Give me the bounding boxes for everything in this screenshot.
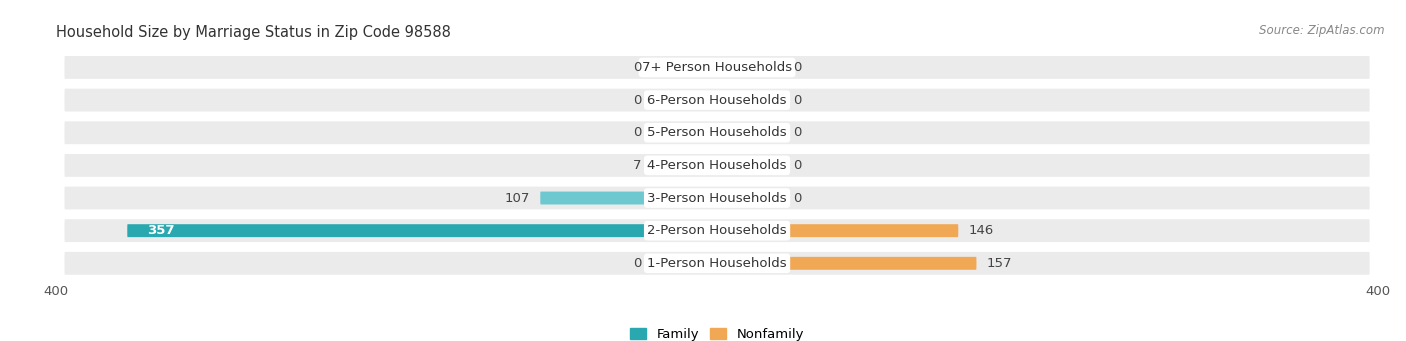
Text: 0: 0 (633, 94, 641, 107)
FancyBboxPatch shape (128, 224, 717, 237)
Text: 5-Person Households: 5-Person Households (647, 126, 787, 139)
Text: 357: 357 (148, 224, 174, 237)
Text: 0: 0 (793, 192, 801, 205)
FancyBboxPatch shape (717, 61, 783, 74)
FancyBboxPatch shape (651, 257, 717, 270)
Text: 0: 0 (633, 126, 641, 139)
Text: 4-Person Households: 4-Person Households (647, 159, 787, 172)
Text: 6-Person Households: 6-Person Households (647, 94, 787, 107)
FancyBboxPatch shape (651, 126, 717, 139)
FancyBboxPatch shape (65, 219, 1369, 242)
FancyBboxPatch shape (717, 126, 783, 139)
FancyBboxPatch shape (65, 56, 1369, 79)
FancyBboxPatch shape (717, 257, 976, 270)
FancyBboxPatch shape (65, 187, 1369, 209)
Text: 7: 7 (633, 159, 641, 172)
FancyBboxPatch shape (717, 192, 783, 205)
Text: 107: 107 (505, 192, 530, 205)
Text: 0: 0 (633, 61, 641, 74)
Text: 0: 0 (793, 159, 801, 172)
Text: Household Size by Marriage Status in Zip Code 98588: Household Size by Marriage Status in Zip… (56, 25, 451, 40)
Text: 1-Person Households: 1-Person Households (647, 257, 787, 270)
FancyBboxPatch shape (65, 121, 1369, 144)
Text: 146: 146 (969, 224, 994, 237)
FancyBboxPatch shape (540, 192, 717, 205)
Text: 0: 0 (633, 257, 641, 270)
FancyBboxPatch shape (65, 89, 1369, 112)
FancyBboxPatch shape (717, 224, 959, 237)
FancyBboxPatch shape (717, 94, 783, 107)
Text: 0: 0 (793, 61, 801, 74)
Legend: Family, Nonfamily: Family, Nonfamily (626, 323, 808, 341)
Text: 157: 157 (987, 257, 1012, 270)
FancyBboxPatch shape (651, 159, 717, 172)
Text: 3-Person Households: 3-Person Households (647, 192, 787, 205)
FancyBboxPatch shape (65, 154, 1369, 177)
FancyBboxPatch shape (717, 159, 783, 172)
FancyBboxPatch shape (65, 252, 1369, 275)
Text: Source: ZipAtlas.com: Source: ZipAtlas.com (1260, 24, 1385, 37)
FancyBboxPatch shape (651, 61, 717, 74)
FancyBboxPatch shape (651, 94, 717, 107)
Text: 0: 0 (793, 94, 801, 107)
Text: 2-Person Households: 2-Person Households (647, 224, 787, 237)
Text: 0: 0 (793, 126, 801, 139)
Text: 7+ Person Households: 7+ Person Households (643, 61, 792, 74)
